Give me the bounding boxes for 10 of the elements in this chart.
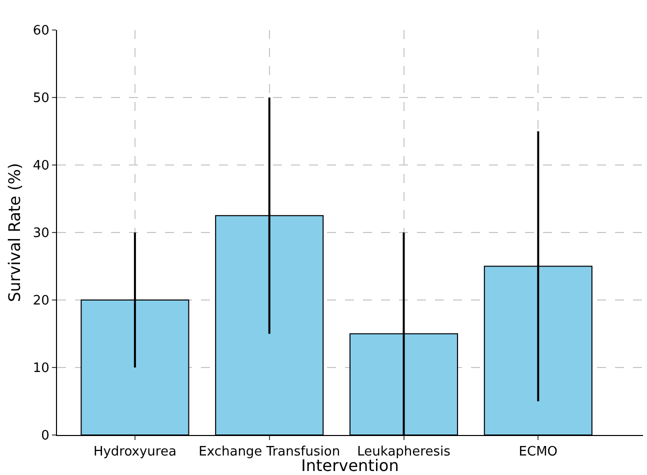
y-tick-label: 20 — [32, 294, 50, 309]
y-axis-title: Survival Rate (%) — [4, 162, 24, 302]
x-tick-label: ECMO — [518, 444, 558, 460]
y-tick-label: 40 — [32, 158, 50, 174]
y-tick-label: 30 — [32, 226, 50, 242]
y-tick-label: 10 — [32, 361, 50, 376]
x-tick-label: Hydroxyurea — [93, 444, 176, 460]
y-tick-label: 50 — [32, 91, 50, 106]
y-tick-label: 60 — [32, 24, 50, 39]
y-tick-label: 0 — [41, 428, 50, 444]
